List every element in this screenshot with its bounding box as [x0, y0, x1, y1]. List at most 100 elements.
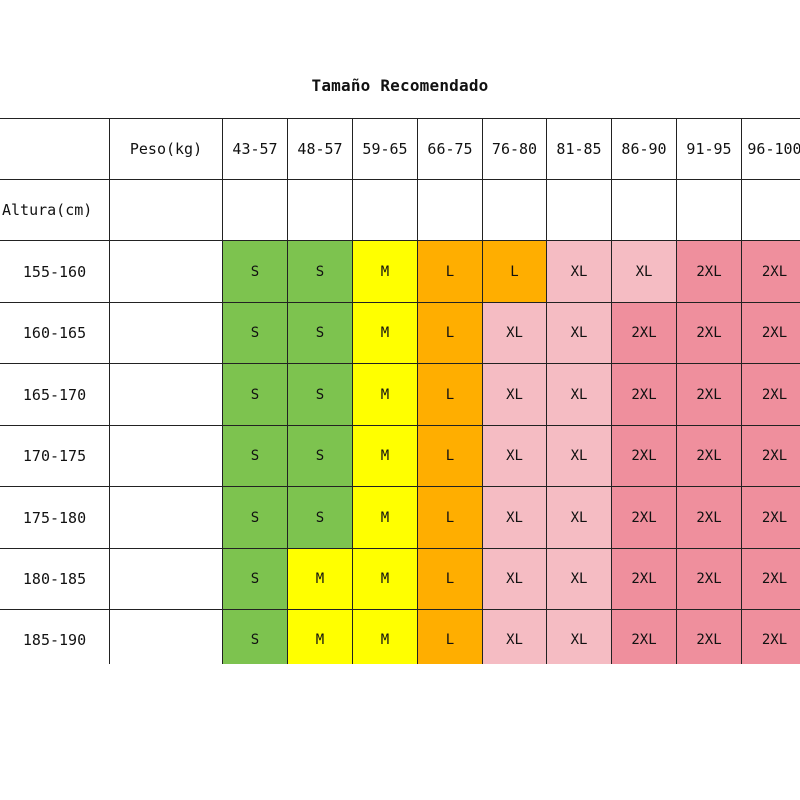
size-cell: XL — [547, 241, 612, 303]
size-cell: XL — [483, 303, 547, 364]
size-cell: XL — [612, 241, 677, 303]
size-cell: M — [288, 610, 353, 664]
size-cell: M — [288, 549, 353, 610]
size-cell: S — [223, 241, 288, 303]
blank-cell — [110, 426, 223, 487]
size-cell: 2XL — [612, 426, 677, 487]
size-cell: 2XL — [612, 487, 677, 549]
size-cell: XL — [547, 549, 612, 610]
size-cell: L — [418, 610, 483, 664]
blank-cell — [110, 364, 223, 426]
weight-range-header: 59-65 — [353, 119, 418, 180]
header-corner — [0, 119, 110, 180]
size-cell: S — [223, 303, 288, 364]
size-table: Peso(kg) 43-57 48-57 59-65 66-75 76-80 81-85 86… — [0, 118, 800, 664]
blank-cell — [288, 180, 353, 241]
size-cell: 2XL — [677, 610, 742, 664]
size-cell: L — [418, 241, 483, 303]
size-cell: M — [353, 364, 418, 426]
size-cell: L — [418, 426, 483, 487]
blank-cell — [110, 241, 223, 303]
height-range-label: 165-170 — [0, 364, 110, 426]
size-cell: S — [288, 487, 353, 549]
size-cell: 2XL — [677, 487, 742, 549]
weight-range-header: 43-57 — [223, 119, 288, 180]
blank-cell — [223, 180, 288, 241]
size-cell: XL — [547, 303, 612, 364]
size-cell: 2XL — [742, 549, 800, 610]
weight-range-header: 91-95 — [677, 119, 742, 180]
blank-cell — [677, 180, 742, 241]
height-range-label: 160-165 — [0, 303, 110, 364]
blank-cell — [110, 549, 223, 610]
size-cell: S — [223, 487, 288, 549]
size-cell: 2XL — [742, 487, 800, 549]
size-cell: XL — [547, 426, 612, 487]
size-cell: 2XL — [742, 241, 800, 303]
size-cell: XL — [483, 426, 547, 487]
blank-cell — [418, 180, 483, 241]
blank-cell — [110, 303, 223, 364]
size-cell: S — [288, 364, 353, 426]
size-cell: M — [353, 610, 418, 664]
size-cell: S — [288, 426, 353, 487]
size-cell: M — [353, 303, 418, 364]
altura-label: Altura(cm) — [0, 180, 110, 241]
size-cell: L — [418, 549, 483, 610]
size-cell: 2XL — [677, 364, 742, 426]
size-cell: S — [288, 303, 353, 364]
size-cell: 2XL — [677, 426, 742, 487]
weight-range-header: 86-90 — [612, 119, 677, 180]
size-cell: XL — [483, 364, 547, 426]
size-cell: XL — [547, 487, 612, 549]
size-cell: L — [418, 487, 483, 549]
weight-range-header: 66-75 — [418, 119, 483, 180]
weight-range-header: 96-100 — [742, 119, 800, 180]
size-cell: XL — [483, 610, 547, 664]
blank-cell — [110, 487, 223, 549]
blank-cell — [110, 610, 223, 664]
size-table-container: Peso(kg) 43-57 48-57 59-65 66-75 76-80 81-85 86… — [0, 118, 800, 664]
size-cell: M — [353, 549, 418, 610]
height-range-label: 155-160 — [0, 241, 110, 303]
blank-cell — [612, 180, 677, 241]
size-cell: 2XL — [612, 610, 677, 664]
weight-range-header: 76-80 — [483, 119, 547, 180]
size-cell: 2XL — [677, 303, 742, 364]
size-cell: XL — [483, 549, 547, 610]
size-cell: 2XL — [677, 241, 742, 303]
size-cell: S — [223, 364, 288, 426]
size-cell: 2XL — [742, 303, 800, 364]
size-cell: XL — [483, 487, 547, 549]
size-cell: S — [288, 241, 353, 303]
size-cell: M — [353, 241, 418, 303]
size-cell: 2XL — [677, 549, 742, 610]
height-range-label: 175-180 — [0, 487, 110, 549]
blank-cell — [742, 180, 800, 241]
weight-range-header: 81-85 — [547, 119, 612, 180]
size-cell: 2XL — [742, 426, 800, 487]
peso-label: Peso(kg) — [110, 119, 223, 180]
size-cell: M — [353, 426, 418, 487]
height-range-label: 180-185 — [0, 549, 110, 610]
blank-cell — [110, 180, 223, 241]
size-cell: S — [223, 610, 288, 664]
size-cell: 2XL — [612, 364, 677, 426]
size-cell: L — [483, 241, 547, 303]
blank-cell — [483, 180, 547, 241]
size-cell: 2XL — [742, 610, 800, 664]
weight-range-header: 48-57 — [288, 119, 353, 180]
size-cell: 2XL — [612, 303, 677, 364]
size-cell: XL — [547, 364, 612, 426]
size-cell: M — [353, 487, 418, 549]
size-cell: 2XL — [612, 549, 677, 610]
size-cell: S — [223, 426, 288, 487]
height-range-label: 170-175 — [0, 426, 110, 487]
size-cell: S — [223, 549, 288, 610]
height-range-label: 185-190 — [0, 610, 110, 664]
blank-cell — [353, 180, 418, 241]
size-cell: XL — [547, 610, 612, 664]
size-cell: 2XL — [742, 364, 800, 426]
size-cell: L — [418, 303, 483, 364]
chart-title: Tamaño Recomendado — [311, 76, 489, 95]
